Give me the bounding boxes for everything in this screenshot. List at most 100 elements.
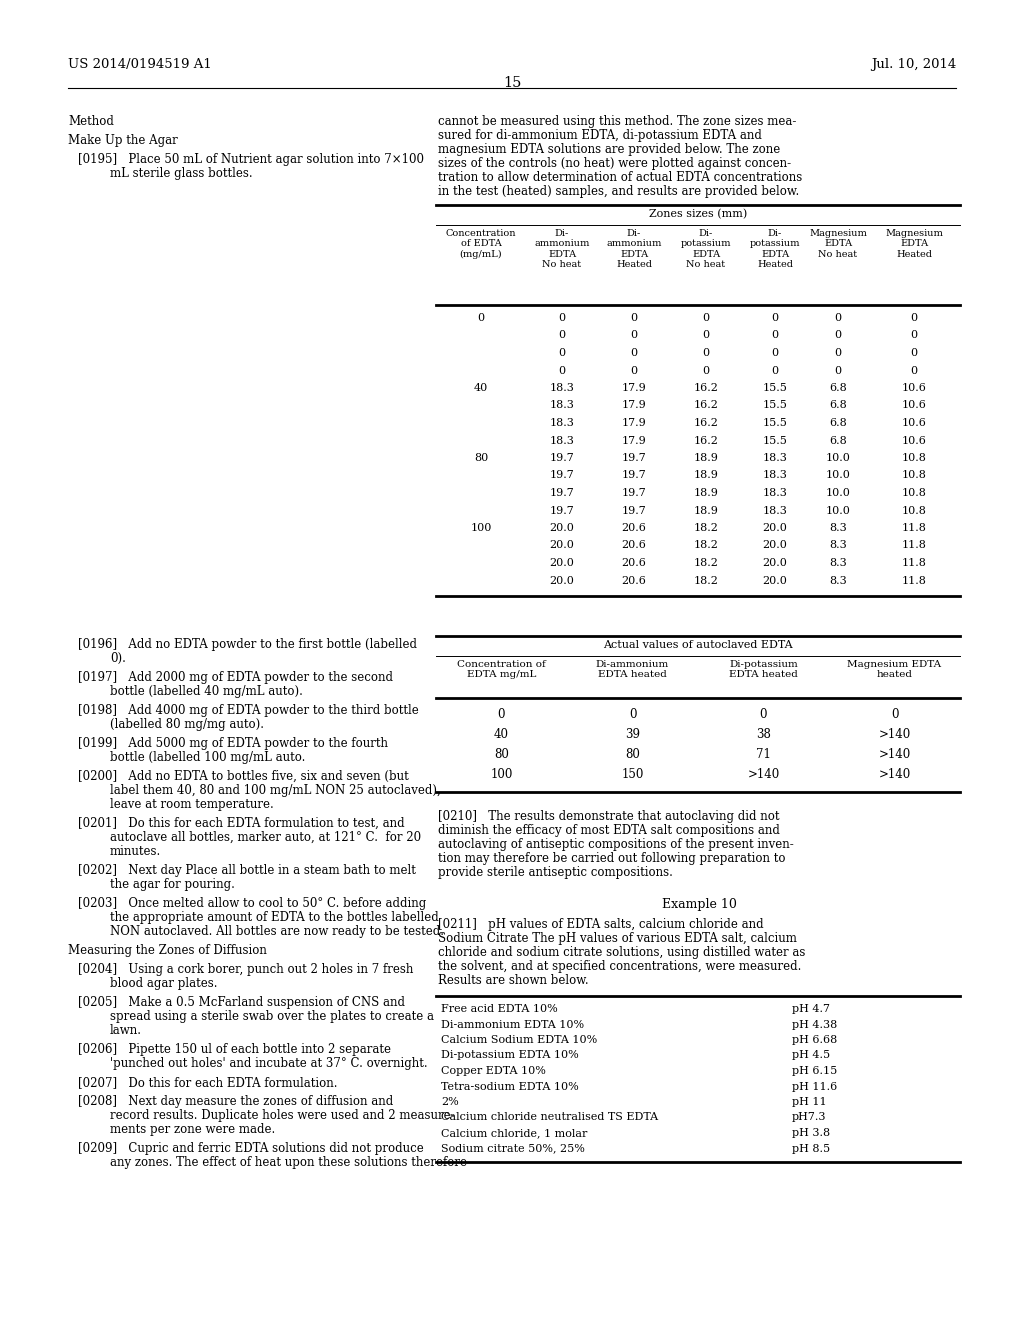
Text: pH 6.15: pH 6.15 xyxy=(793,1067,838,1076)
Text: pH 11: pH 11 xyxy=(793,1097,826,1107)
Text: Jul. 10, 2014: Jul. 10, 2014 xyxy=(870,58,956,71)
Text: pH7.3: pH7.3 xyxy=(793,1113,826,1122)
Text: 10.6: 10.6 xyxy=(901,436,927,446)
Text: 16.2: 16.2 xyxy=(693,436,719,446)
Text: 18.9: 18.9 xyxy=(693,453,719,463)
Text: Free acid EDTA 10%: Free acid EDTA 10% xyxy=(441,1005,558,1014)
Text: Measuring the Zones of Diffusion: Measuring the Zones of Diffusion xyxy=(68,944,267,957)
Text: [0204]   Using a cork borer, punch out 2 holes in 7 fresh: [0204] Using a cork borer, punch out 2 h… xyxy=(78,964,414,975)
Text: pH 6.68: pH 6.68 xyxy=(793,1035,838,1045)
Text: 18.3: 18.3 xyxy=(550,400,574,411)
Text: blood agar plates.: blood agar plates. xyxy=(110,977,217,990)
Text: [0207]   Do this for each EDTA formulation.: [0207] Do this for each EDTA formulation… xyxy=(78,1076,338,1089)
Text: 19.7: 19.7 xyxy=(550,506,574,516)
Text: 100: 100 xyxy=(470,523,492,533)
Text: leave at room temperature.: leave at room temperature. xyxy=(110,799,273,810)
Text: >140: >140 xyxy=(879,729,910,741)
Text: Zones sizes (mm): Zones sizes (mm) xyxy=(649,209,748,219)
Text: bottle (labelled 40 mg/mL auto).: bottle (labelled 40 mg/mL auto). xyxy=(110,685,303,698)
Text: 20.0: 20.0 xyxy=(550,540,574,550)
Text: 20.6: 20.6 xyxy=(622,523,646,533)
Text: [0206]   Pipette 150 ul of each bottle into 2 separate: [0206] Pipette 150 ul of each bottle int… xyxy=(78,1043,391,1056)
Text: 0: 0 xyxy=(702,366,710,375)
Text: 40: 40 xyxy=(474,383,488,393)
Text: 0: 0 xyxy=(910,313,918,323)
Text: [0208]   Next day measure the zones of diffusion and: [0208] Next day measure the zones of dif… xyxy=(78,1096,393,1107)
Text: 10.8: 10.8 xyxy=(901,488,927,498)
Text: 39: 39 xyxy=(625,729,640,741)
Text: 0: 0 xyxy=(631,330,638,341)
Text: Di-ammonium
EDTA heated: Di-ammonium EDTA heated xyxy=(596,660,669,680)
Text: 0: 0 xyxy=(910,348,918,358)
Text: Actual values of autoclaved EDTA: Actual values of autoclaved EDTA xyxy=(603,640,793,649)
Text: 15.5: 15.5 xyxy=(763,418,787,428)
Text: tration to allow determination of actual EDTA concentrations: tration to allow determination of actual… xyxy=(438,172,802,183)
Text: Make Up the Agar: Make Up the Agar xyxy=(68,135,178,147)
Text: Di-
potassium
EDTA
No heat: Di- potassium EDTA No heat xyxy=(681,228,731,269)
Text: spread using a sterile swab over the plates to create a: spread using a sterile swab over the pla… xyxy=(110,1010,434,1023)
Text: 10.6: 10.6 xyxy=(901,400,927,411)
Text: 6.8: 6.8 xyxy=(829,418,847,428)
Text: 18.9: 18.9 xyxy=(693,488,719,498)
Text: 17.9: 17.9 xyxy=(622,436,646,446)
Text: pH 8.5: pH 8.5 xyxy=(793,1143,830,1154)
Text: 15: 15 xyxy=(503,77,521,90)
Text: 100: 100 xyxy=(490,768,513,781)
Text: 11.8: 11.8 xyxy=(901,540,927,550)
Text: any zones. The effect of heat upon these solutions therefore: any zones. The effect of heat upon these… xyxy=(110,1156,467,1170)
Text: 'punched out holes' and incubate at 37° C. overnight.: 'punched out holes' and incubate at 37° … xyxy=(110,1057,428,1071)
Text: 18.2: 18.2 xyxy=(693,558,719,568)
Text: 0: 0 xyxy=(702,348,710,358)
Text: 20.0: 20.0 xyxy=(763,540,787,550)
Text: minutes.: minutes. xyxy=(110,845,161,858)
Text: 18.9: 18.9 xyxy=(693,470,719,480)
Text: 80: 80 xyxy=(625,748,640,762)
Text: 10.8: 10.8 xyxy=(901,453,927,463)
Text: 18.2: 18.2 xyxy=(693,576,719,586)
Text: pH 3.8: pH 3.8 xyxy=(793,1129,830,1138)
Text: [0198]   Add 4000 mg of EDTA powder to the third bottle: [0198] Add 4000 mg of EDTA powder to the… xyxy=(78,704,419,717)
Text: Sodium Citrate The pH values of various EDTA salt, calcium: Sodium Citrate The pH values of various … xyxy=(438,932,797,945)
Text: 0: 0 xyxy=(760,708,767,721)
Text: 20.0: 20.0 xyxy=(763,576,787,586)
Text: 0: 0 xyxy=(477,313,484,323)
Text: 10.6: 10.6 xyxy=(901,418,927,428)
Text: label them 40, 80 and 100 mg/mL NON 25 autoclaved),: label them 40, 80 and 100 mg/mL NON 25 a… xyxy=(110,784,440,797)
Text: Results are shown below.: Results are shown below. xyxy=(438,974,589,987)
Text: the solvent, and at specified concentrations, were measured.: the solvent, and at specified concentrat… xyxy=(438,960,802,973)
Text: cannot be measured using this method. The zone sizes mea-: cannot be measured using this method. Th… xyxy=(438,115,797,128)
Text: 8.3: 8.3 xyxy=(829,576,847,586)
Text: pH 11.6: pH 11.6 xyxy=(793,1081,838,1092)
Text: 6.8: 6.8 xyxy=(829,436,847,446)
Text: 0: 0 xyxy=(558,366,565,375)
Text: Magnesium
EDTA
No heat: Magnesium EDTA No heat xyxy=(809,228,867,259)
Text: 0: 0 xyxy=(631,366,638,375)
Text: 80: 80 xyxy=(494,748,509,762)
Text: sured for di-ammonium EDTA, di-potassium EDTA and: sured for di-ammonium EDTA, di-potassium… xyxy=(438,129,762,143)
Text: 18.2: 18.2 xyxy=(693,540,719,550)
Text: 18.3: 18.3 xyxy=(763,470,787,480)
Text: Concentration
of EDTA
(mg/mL): Concentration of EDTA (mg/mL) xyxy=(445,228,516,259)
Text: 18.9: 18.9 xyxy=(693,506,719,516)
Text: 16.2: 16.2 xyxy=(693,383,719,393)
Text: >140: >140 xyxy=(879,748,910,762)
Text: 150: 150 xyxy=(622,768,644,781)
Text: 16.2: 16.2 xyxy=(693,400,719,411)
Text: pH 4.38: pH 4.38 xyxy=(793,1019,838,1030)
Text: US 2014/0194519 A1: US 2014/0194519 A1 xyxy=(68,58,212,71)
Text: pH 4.7: pH 4.7 xyxy=(793,1005,830,1014)
Text: 10.0: 10.0 xyxy=(825,506,851,516)
Text: 18.3: 18.3 xyxy=(763,453,787,463)
Text: Di-potassium EDTA 10%: Di-potassium EDTA 10% xyxy=(441,1051,579,1060)
Text: 71: 71 xyxy=(756,748,771,762)
Text: 17.9: 17.9 xyxy=(622,400,646,411)
Text: Magnesium
EDTA
Heated: Magnesium EDTA Heated xyxy=(885,228,943,259)
Text: Di-
ammonium
EDTA
Heated: Di- ammonium EDTA Heated xyxy=(606,228,662,269)
Text: 10.0: 10.0 xyxy=(825,470,851,480)
Text: Di-ammonium EDTA 10%: Di-ammonium EDTA 10% xyxy=(441,1019,584,1030)
Text: [0209]   Cupric and ferric EDTA solutions did not produce: [0209] Cupric and ferric EDTA solutions … xyxy=(78,1142,424,1155)
Text: Di-
potassium
EDTA
Heated: Di- potassium EDTA Heated xyxy=(750,228,800,269)
Text: >140: >140 xyxy=(879,768,910,781)
Text: Tetra-sodium EDTA 10%: Tetra-sodium EDTA 10% xyxy=(441,1081,579,1092)
Text: 0: 0 xyxy=(631,348,638,358)
